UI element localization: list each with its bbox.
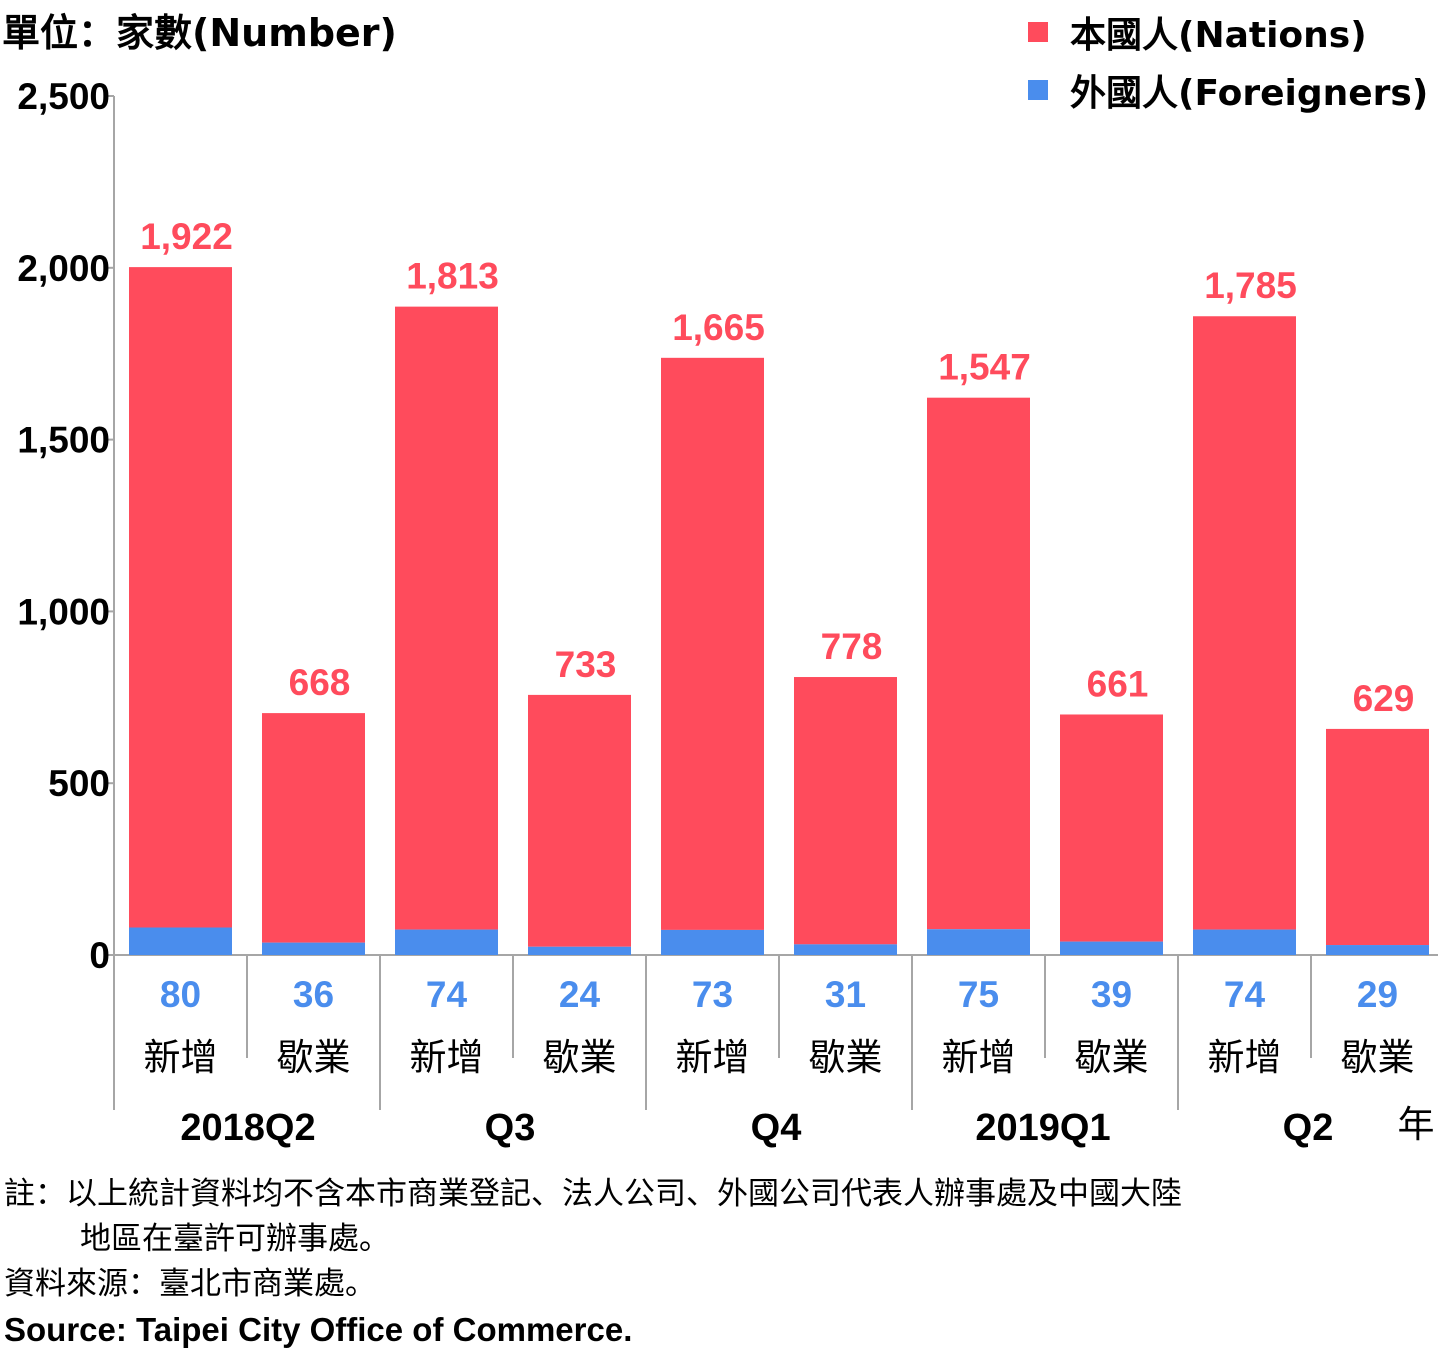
- bar-nations: [262, 713, 365, 943]
- y-tick-label: 2,000: [17, 248, 110, 289]
- note-line-2: 地區在臺許可辦事處。: [80, 1221, 390, 1257]
- legend-item-nations: 本國人(Nations): [1028, 6, 1367, 58]
- data-label-foreigners: 39: [1091, 974, 1132, 1015]
- bar-nations: [1326, 728, 1429, 946]
- data-label-foreigners: 24: [559, 974, 601, 1015]
- data-label-foreigners: 73: [692, 974, 733, 1015]
- data-label-nations: 778: [821, 626, 883, 667]
- data-label-nations: 1,547: [938, 347, 1031, 388]
- x-category-label: 新增: [1208, 1036, 1282, 1079]
- x-category-label: 歇業: [1075, 1036, 1149, 1079]
- y-tick-label: 0: [89, 935, 110, 976]
- y-tick-label: 1,500: [17, 420, 110, 461]
- x-category-label: 新增: [144, 1036, 218, 1079]
- chart-notes: 註：以上統計資料均不含本市商業登記、法人公司、外國公司代表人辦事處及中國大陸 地…: [4, 1172, 1182, 1352]
- y-tick-label: 500: [48, 763, 110, 804]
- bar-nations: [1193, 316, 1296, 930]
- note-line-1: 註：以上統計資料均不含本市商業登記、法人公司、外國公司代表人辦事處及中國大陸: [4, 1176, 1182, 1212]
- legend-label-nations: 本國人(Nations): [1070, 15, 1367, 56]
- bar-nations: [1060, 714, 1163, 942]
- x-category-label: 新增: [676, 1036, 750, 1079]
- y-tick-label: 2,500: [17, 76, 110, 117]
- x-group-label: Q3: [485, 1107, 536, 1149]
- data-label-foreigners: 36: [293, 974, 334, 1015]
- x-category-label: 歇業: [277, 1036, 351, 1079]
- bar-nations: [661, 357, 764, 930]
- data-label-foreigners: 75: [958, 974, 999, 1015]
- bar-foreigners: [262, 942, 365, 955]
- data-label-nations: 1,813: [406, 256, 499, 297]
- x-group-label: Q2: [1283, 1107, 1334, 1149]
- source-zh: 資料來源：臺北市商業處。: [4, 1266, 376, 1302]
- legend-swatch-nations: [1028, 22, 1048, 42]
- data-label-nations: 668: [289, 662, 351, 703]
- x-group-label: 2019Q1: [975, 1107, 1110, 1149]
- bar-nations: [927, 397, 1030, 930]
- bar-foreigners: [395, 929, 498, 955]
- bar-foreigners: [1326, 945, 1429, 955]
- bar-nations: [794, 677, 897, 945]
- bar-foreigners: [1060, 941, 1163, 955]
- x-axis-year-suffix: 年: [1398, 1103, 1435, 1146]
- bar-foreigners: [1193, 929, 1296, 955]
- bar-foreigners: [661, 929, 764, 955]
- data-label-foreigners: 74: [1224, 974, 1266, 1015]
- bar-nations: [528, 694, 631, 947]
- legend-label-foreigners: 外國人(Foreigners): [1070, 73, 1429, 114]
- bar-foreigners: [129, 927, 232, 955]
- bar-foreigners: [794, 944, 897, 955]
- source-en: Source: Taipei City Office of Commerce.: [4, 1311, 633, 1348]
- y-tick-label: 1,000: [17, 591, 110, 632]
- legend-swatch-foreigners: [1028, 80, 1048, 100]
- data-label-nations: 1,665: [672, 307, 765, 348]
- bar-foreigners: [927, 929, 1030, 955]
- x-category-label: 歇業: [1341, 1036, 1415, 1079]
- x-category-label: 歇業: [543, 1036, 617, 1079]
- data-label-foreigners: 29: [1357, 974, 1398, 1015]
- data-label-foreigners: 31: [825, 974, 866, 1015]
- data-label-nations: 1,785: [1204, 265, 1297, 306]
- legend-item-foreigners: 外國人(Foreigners): [1028, 64, 1428, 116]
- data-label-foreigners: 80: [160, 974, 201, 1015]
- data-label-foreigners: 74: [426, 974, 468, 1015]
- unit-label: 單位：家數(Number): [2, 11, 397, 55]
- data-label-nations: 661: [1087, 663, 1149, 704]
- x-category-label: 新增: [942, 1036, 1016, 1079]
- data-label-nations: 629: [1353, 678, 1415, 719]
- bar-nations: [395, 306, 498, 930]
- data-label-nations: 733: [555, 644, 617, 685]
- x-category-label: 歇業: [809, 1036, 883, 1079]
- bar-foreigners: [528, 946, 631, 955]
- stacked-bar-chart: 0 500 1,000 1,500 2,000 2,500 1,922 80 新增 668 36 歇業…: [17, 76, 1438, 1149]
- x-group-label: Q4: [751, 1107, 802, 1149]
- x-group-label: 2018Q2: [180, 1107, 315, 1149]
- data-label-nations: 1,922: [140, 216, 233, 257]
- x-category-label: 新增: [410, 1036, 484, 1079]
- bar-nations: [129, 267, 232, 928]
